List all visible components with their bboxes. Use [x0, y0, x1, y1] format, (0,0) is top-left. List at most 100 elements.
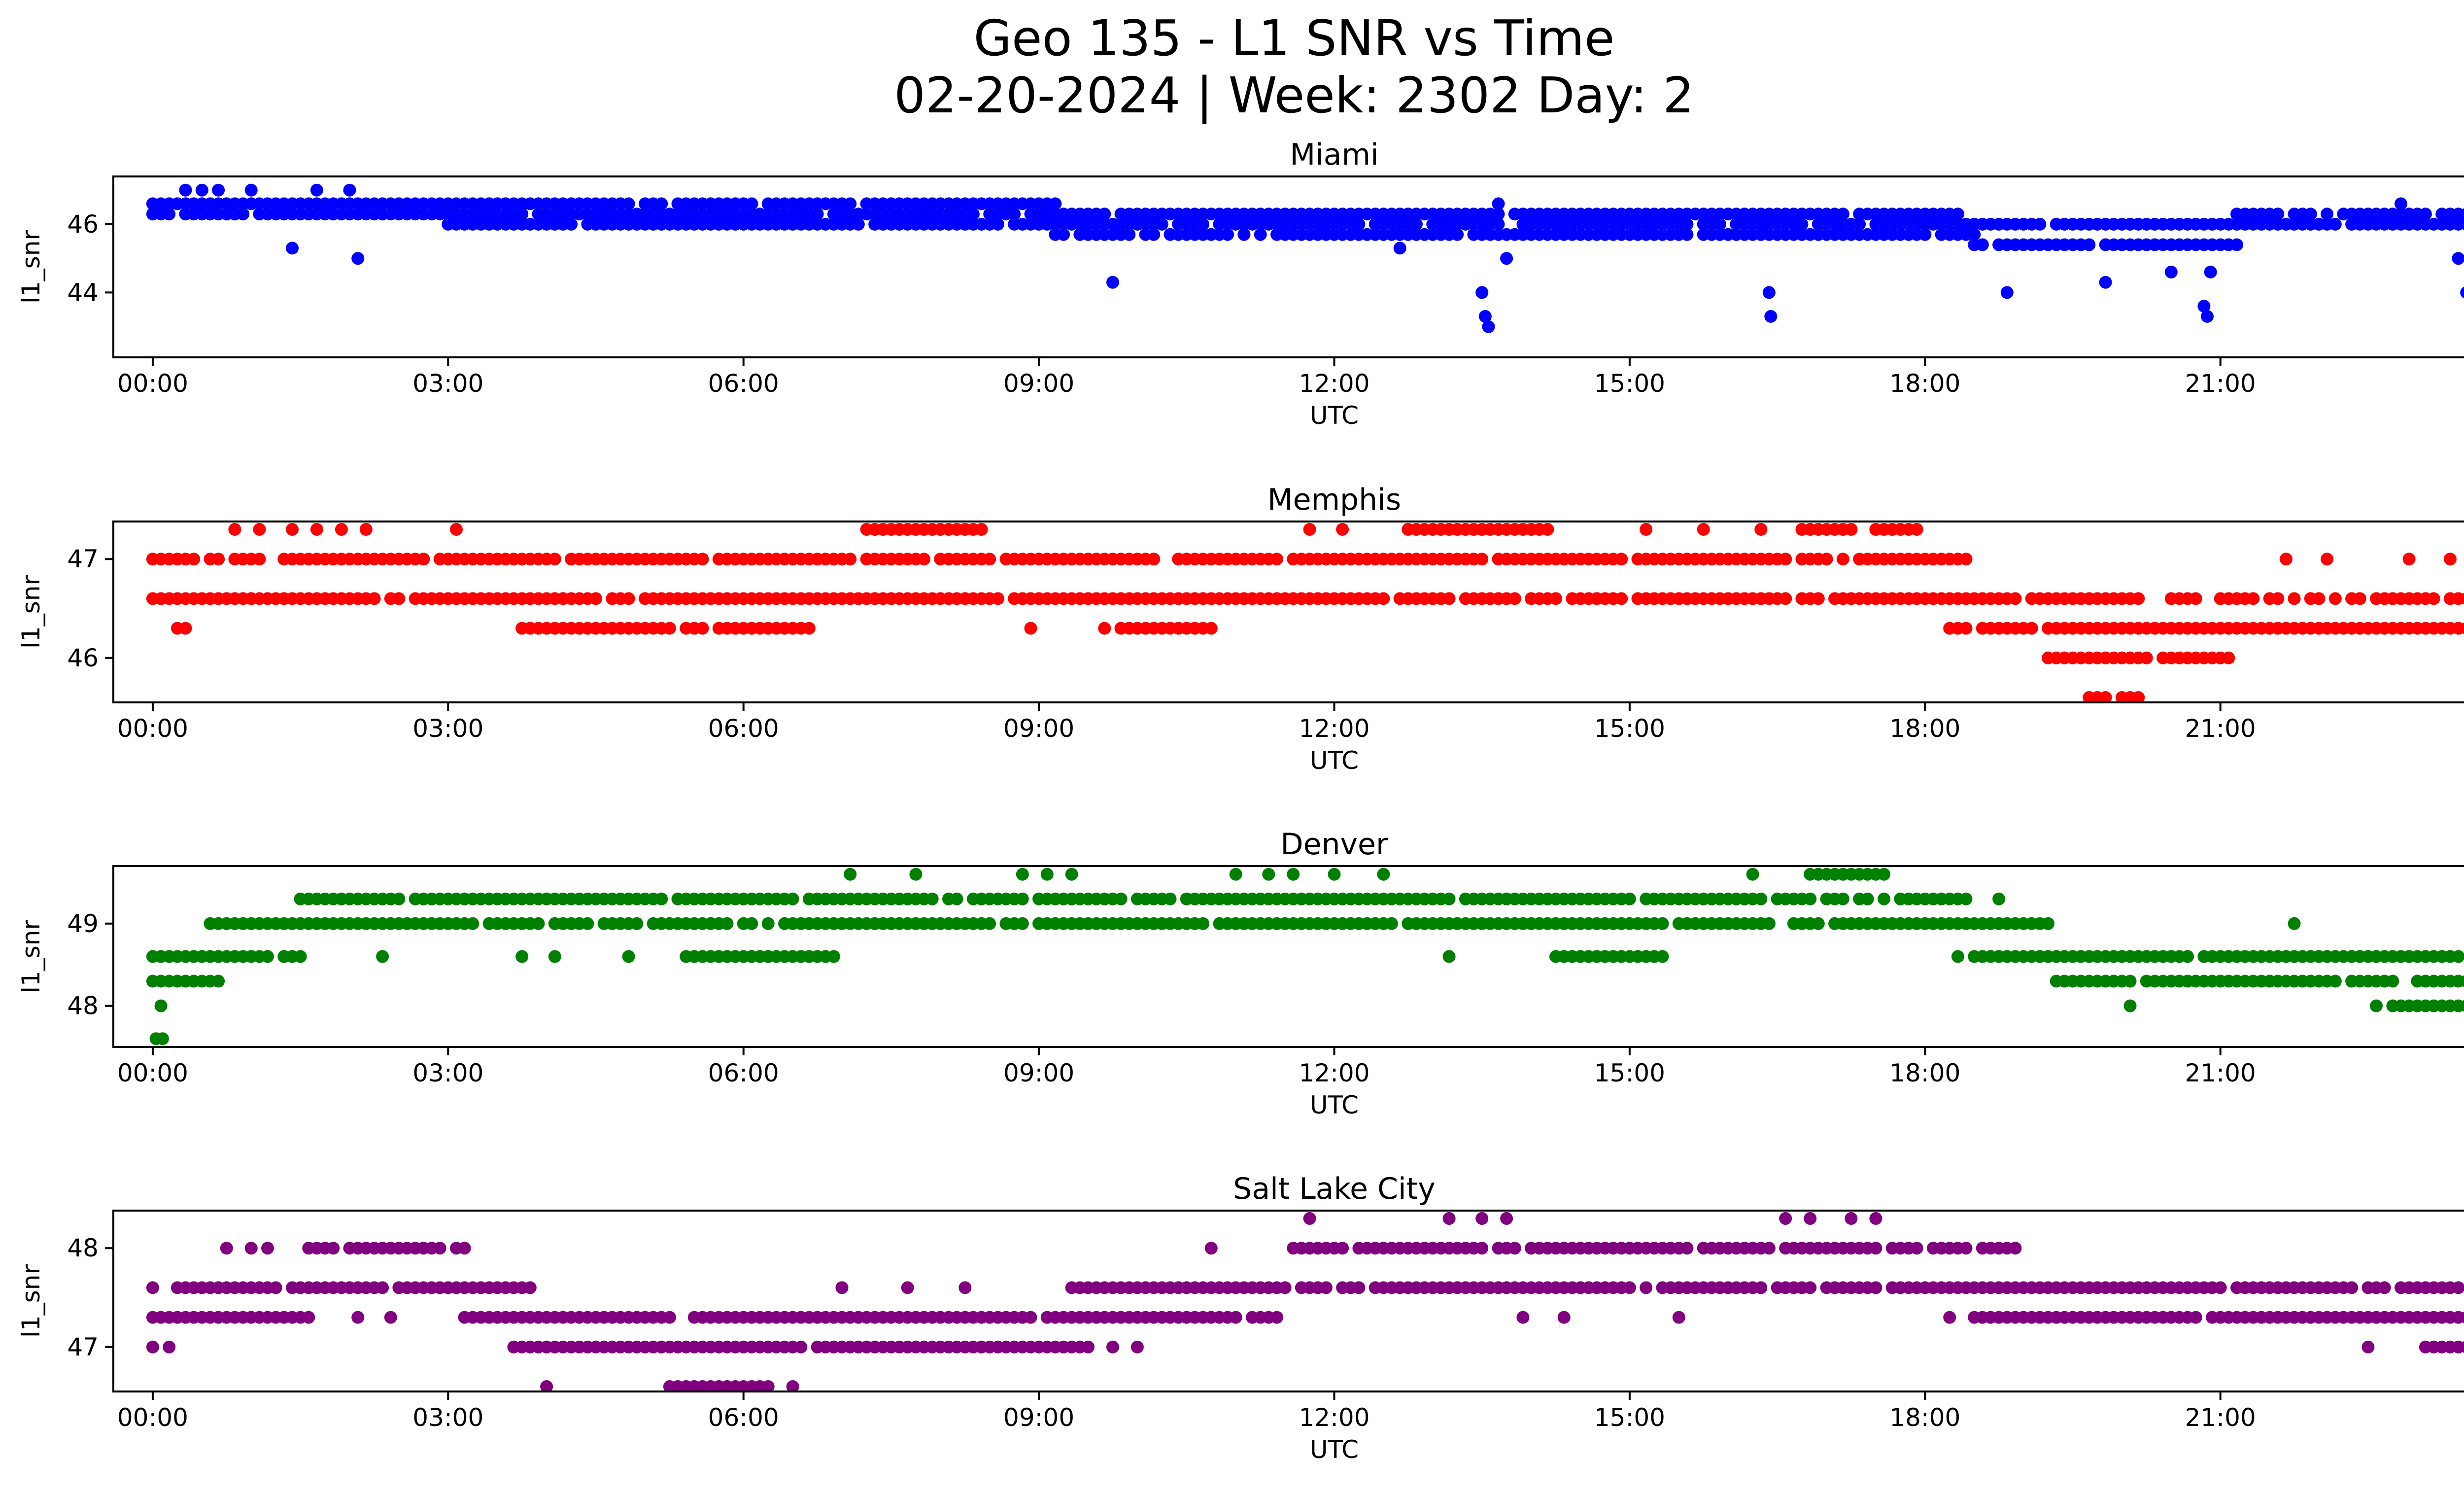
data-point	[655, 892, 668, 905]
data-point	[2123, 999, 2137, 1012]
data-point	[1764, 310, 1778, 323]
data-point	[1959, 1242, 1973, 1255]
data-point	[261, 1242, 274, 1255]
data-point	[2009, 1242, 2022, 1255]
data-point	[2460, 208, 2464, 220]
data-point	[2222, 651, 2235, 664]
data-point	[2000, 286, 2014, 299]
data-point	[1910, 523, 1923, 536]
data-point	[1303, 523, 1316, 536]
data-point	[1328, 868, 1341, 881]
data-point	[368, 592, 381, 605]
data-point	[1057, 228, 1070, 241]
data-point	[1451, 228, 1464, 241]
data-point	[909, 868, 923, 881]
data-point	[1492, 197, 1505, 210]
data-point	[1475, 286, 1489, 299]
data-point	[359, 523, 373, 536]
data-point	[1336, 1242, 1349, 1255]
y-axis-label: l1_snr	[17, 1264, 45, 1338]
x-tick-label: 15:00	[1594, 369, 1665, 398]
data-point	[1475, 1242, 1489, 1255]
data-point	[1040, 868, 1054, 881]
x-tick-label: 00:00	[117, 714, 188, 743]
data-point	[2164, 265, 2178, 278]
data-point	[1352, 217, 1366, 231]
data-point	[2328, 592, 2342, 605]
y-tick-label: 47	[67, 545, 99, 573]
data-point	[975, 523, 988, 536]
x-tick-label: 06:00	[708, 369, 779, 398]
data-point	[2452, 999, 2464, 1012]
data-point	[2452, 1340, 2464, 1354]
data-point	[1590, 592, 1604, 605]
x-tick-label: 03:00	[412, 714, 483, 743]
data-point	[2132, 592, 2145, 605]
data-point	[1098, 622, 1111, 635]
data-point	[1262, 868, 1275, 881]
x-axis-label: UTC	[1310, 401, 1359, 430]
data-point	[1959, 892, 1973, 905]
data-point	[376, 950, 389, 963]
data-point	[179, 183, 192, 197]
data-point	[1016, 868, 1029, 881]
subplot-miami: Miami 00:00 03:00 06:00 09:00 12:00 15:00 18:00…	[17, 138, 2464, 430]
data-point	[1951, 208, 1964, 221]
data-point	[1992, 892, 2006, 905]
x-tick-label: 06:00	[708, 1059, 779, 1087]
x-tick-label: 18:00	[1889, 1059, 1960, 1087]
data-point	[1812, 917, 1825, 930]
x-tick-label: 03:00	[412, 369, 483, 398]
data-point	[1482, 320, 1495, 333]
data-point	[2271, 208, 2285, 221]
data-point	[2279, 553, 2293, 566]
data-point	[343, 183, 356, 197]
data-point	[1746, 868, 1759, 881]
data-point	[2189, 1311, 2202, 1324]
data-point	[1878, 868, 1890, 881]
data-point	[1024, 622, 1037, 635]
data-point	[2395, 197, 2407, 210]
data-point	[1680, 228, 1694, 241]
data-point	[154, 999, 168, 1012]
data-point	[2288, 592, 2301, 605]
data-point	[2460, 1000, 2464, 1012]
data-point	[212, 553, 225, 566]
data-point	[1336, 523, 1349, 536]
x-tick-label: 00:00	[117, 1059, 188, 1087]
data-point	[1106, 276, 1119, 289]
data-point	[1508, 1242, 1521, 1255]
subplot-denver: Denver 00:00 03:00 06:00 09:00 12:00 15:00 18:0…	[17, 827, 2464, 1119]
data-point	[1492, 208, 1505, 221]
data-point	[1204, 1242, 1218, 1255]
data-point	[1836, 553, 1849, 566]
y-tick-label: 47	[67, 1333, 99, 1361]
data-point	[1237, 228, 1251, 241]
data-point	[2370, 999, 2383, 1012]
x-tick-label: 12:00	[1299, 714, 1369, 743]
data-point	[1500, 1212, 1513, 1225]
x-tick-label: 09:00	[1003, 1059, 1074, 1087]
data-point	[1287, 868, 1300, 881]
scatter-points	[146, 868, 2464, 1045]
data-point	[1869, 1281, 1882, 1294]
data-point	[335, 523, 348, 536]
x-tick-label: 21:00	[2185, 1403, 2256, 1432]
x-tick-label: 09:00	[1003, 369, 1074, 398]
data-point	[1492, 217, 1505, 231]
data-point	[1869, 1212, 1882, 1225]
data-point	[466, 917, 479, 930]
y-tick-label: 48	[67, 992, 99, 1020]
data-point	[1442, 1212, 1456, 1225]
y-axis-label: l1_snr	[17, 230, 45, 304]
data-point	[146, 1281, 159, 1294]
data-point	[1968, 228, 1981, 241]
data-point	[1713, 217, 1726, 231]
data-point	[1541, 523, 1554, 536]
data-point	[187, 553, 201, 566]
data-point	[1861, 892, 1874, 905]
data-point	[2452, 974, 2464, 988]
data-point	[1836, 208, 1849, 221]
scatter-points	[146, 183, 2464, 333]
